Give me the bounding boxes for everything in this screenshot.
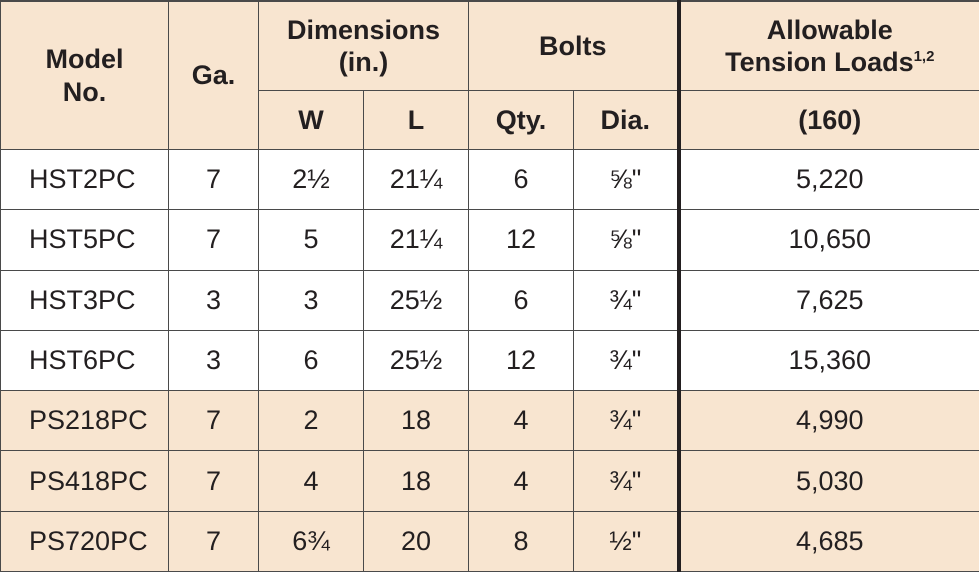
cell-gauge: 7 bbox=[168, 450, 259, 512]
cell-gauge: 7 bbox=[168, 510, 259, 572]
header-model-line2: No. bbox=[62, 76, 107, 107]
cell-dia: ¾" bbox=[573, 450, 680, 512]
cell-model: PS418PC bbox=[0, 450, 169, 512]
table-row: PS218PC 7 2 18 4 ¾" 4,990 bbox=[0, 390, 979, 452]
cell-gauge: 3 bbox=[168, 269, 259, 331]
cell-qty: 8 bbox=[468, 510, 575, 572]
cell-model: HST6PC bbox=[0, 329, 169, 392]
cell-l: 18 bbox=[362, 390, 470, 452]
header-loads-footnote: 1,2 bbox=[913, 48, 935, 65]
cell-l: 21¼ bbox=[362, 148, 470, 211]
cell-qty: 6 bbox=[468, 148, 575, 211]
cell-model: HST2PC bbox=[0, 148, 169, 211]
cell-w: 2 bbox=[258, 390, 364, 452]
cell-qty: 4 bbox=[468, 390, 575, 452]
cell-w: 3 bbox=[258, 269, 364, 331]
cell-l: 20 bbox=[362, 510, 470, 572]
table-row: HST2PC 7 2½ 21¼ 6 ⅝" 5,220 bbox=[0, 148, 979, 211]
cell-w: 2½ bbox=[258, 148, 364, 211]
table-row: PS418PC 7 4 18 4 ¾" 5,030 bbox=[0, 450, 979, 512]
header-dimensions: Dimensions (in.) bbox=[257, 0, 470, 91]
table-row: PS720PC 7 6¾ 20 8 ½" 4,685 bbox=[0, 510, 979, 572]
header-load-160: (160) bbox=[676, 90, 979, 150]
cell-model: PS218PC bbox=[0, 390, 169, 452]
cell-load: 10,650 bbox=[676, 209, 979, 271]
header-dia: Dia. bbox=[573, 90, 680, 150]
cell-gauge: 7 bbox=[168, 390, 259, 452]
cell-load: 7,625 bbox=[676, 269, 979, 331]
table-row: HST3PC 3 3 25½ 6 ¾" 7,625 bbox=[0, 269, 979, 331]
header-qty: Qty. bbox=[468, 90, 575, 150]
cell-load: 4,685 bbox=[676, 510, 979, 572]
cell-load: 15,360 bbox=[676, 329, 979, 392]
table-row: HST6PC 3 6 25½ 12 ¾" 15,360 bbox=[0, 329, 979, 392]
header-loads-line2: Tension Loads bbox=[725, 47, 914, 77]
cell-qty: 4 bbox=[468, 450, 575, 512]
cell-dia: ¾" bbox=[573, 269, 680, 331]
cell-gauge: 7 bbox=[168, 209, 259, 271]
cell-l: 25½ bbox=[362, 329, 470, 392]
header-gauge: Ga. bbox=[168, 0, 259, 150]
cell-dia: ¾" bbox=[573, 329, 680, 392]
cell-load: 4,990 bbox=[676, 390, 979, 452]
cell-qty: 6 bbox=[468, 269, 575, 331]
header-dimensions-line1: Dimensions bbox=[286, 14, 441, 45]
cell-w: 4 bbox=[258, 450, 364, 512]
cell-qty: 12 bbox=[468, 329, 575, 392]
cell-l: 21¼ bbox=[362, 209, 470, 271]
cell-model: HST5PC bbox=[0, 209, 169, 271]
header-dimensions-line2: (in.) bbox=[338, 47, 389, 77]
cell-w: 6 bbox=[258, 329, 364, 392]
cell-qty: 12 bbox=[468, 209, 575, 271]
cell-w: 6¾ bbox=[258, 510, 364, 572]
header-model-no: Model No. bbox=[0, 0, 169, 150]
cell-dia: ¾" bbox=[573, 390, 680, 452]
header-l: L bbox=[362, 90, 470, 150]
cell-load: 5,220 bbox=[676, 148, 979, 211]
cell-load: 5,030 bbox=[676, 450, 979, 512]
cell-l: 18 bbox=[362, 450, 470, 512]
header-bolts: Bolts bbox=[468, 0, 680, 91]
header-allowable-loads: Allowable Tension Loads1,2 bbox=[676, 0, 979, 91]
cell-gauge: 7 bbox=[168, 148, 259, 211]
cell-w: 5 bbox=[258, 209, 364, 271]
header-model-line1: Model bbox=[45, 44, 124, 75]
cell-dia: ½" bbox=[573, 510, 680, 572]
cell-gauge: 3 bbox=[168, 329, 259, 392]
cell-model: HST3PC bbox=[0, 269, 169, 331]
table-row: HST5PC 7 5 21¼ 12 ⅝" 10,650 bbox=[0, 209, 979, 271]
cell-model: PS720PC bbox=[0, 510, 169, 572]
header-w: W bbox=[258, 90, 364, 150]
header-loads-line1: Allowable bbox=[766, 14, 893, 45]
cell-l: 25½ bbox=[362, 269, 470, 331]
cell-dia: ⅝" bbox=[573, 209, 680, 271]
cell-dia: ⅝" bbox=[573, 148, 680, 211]
